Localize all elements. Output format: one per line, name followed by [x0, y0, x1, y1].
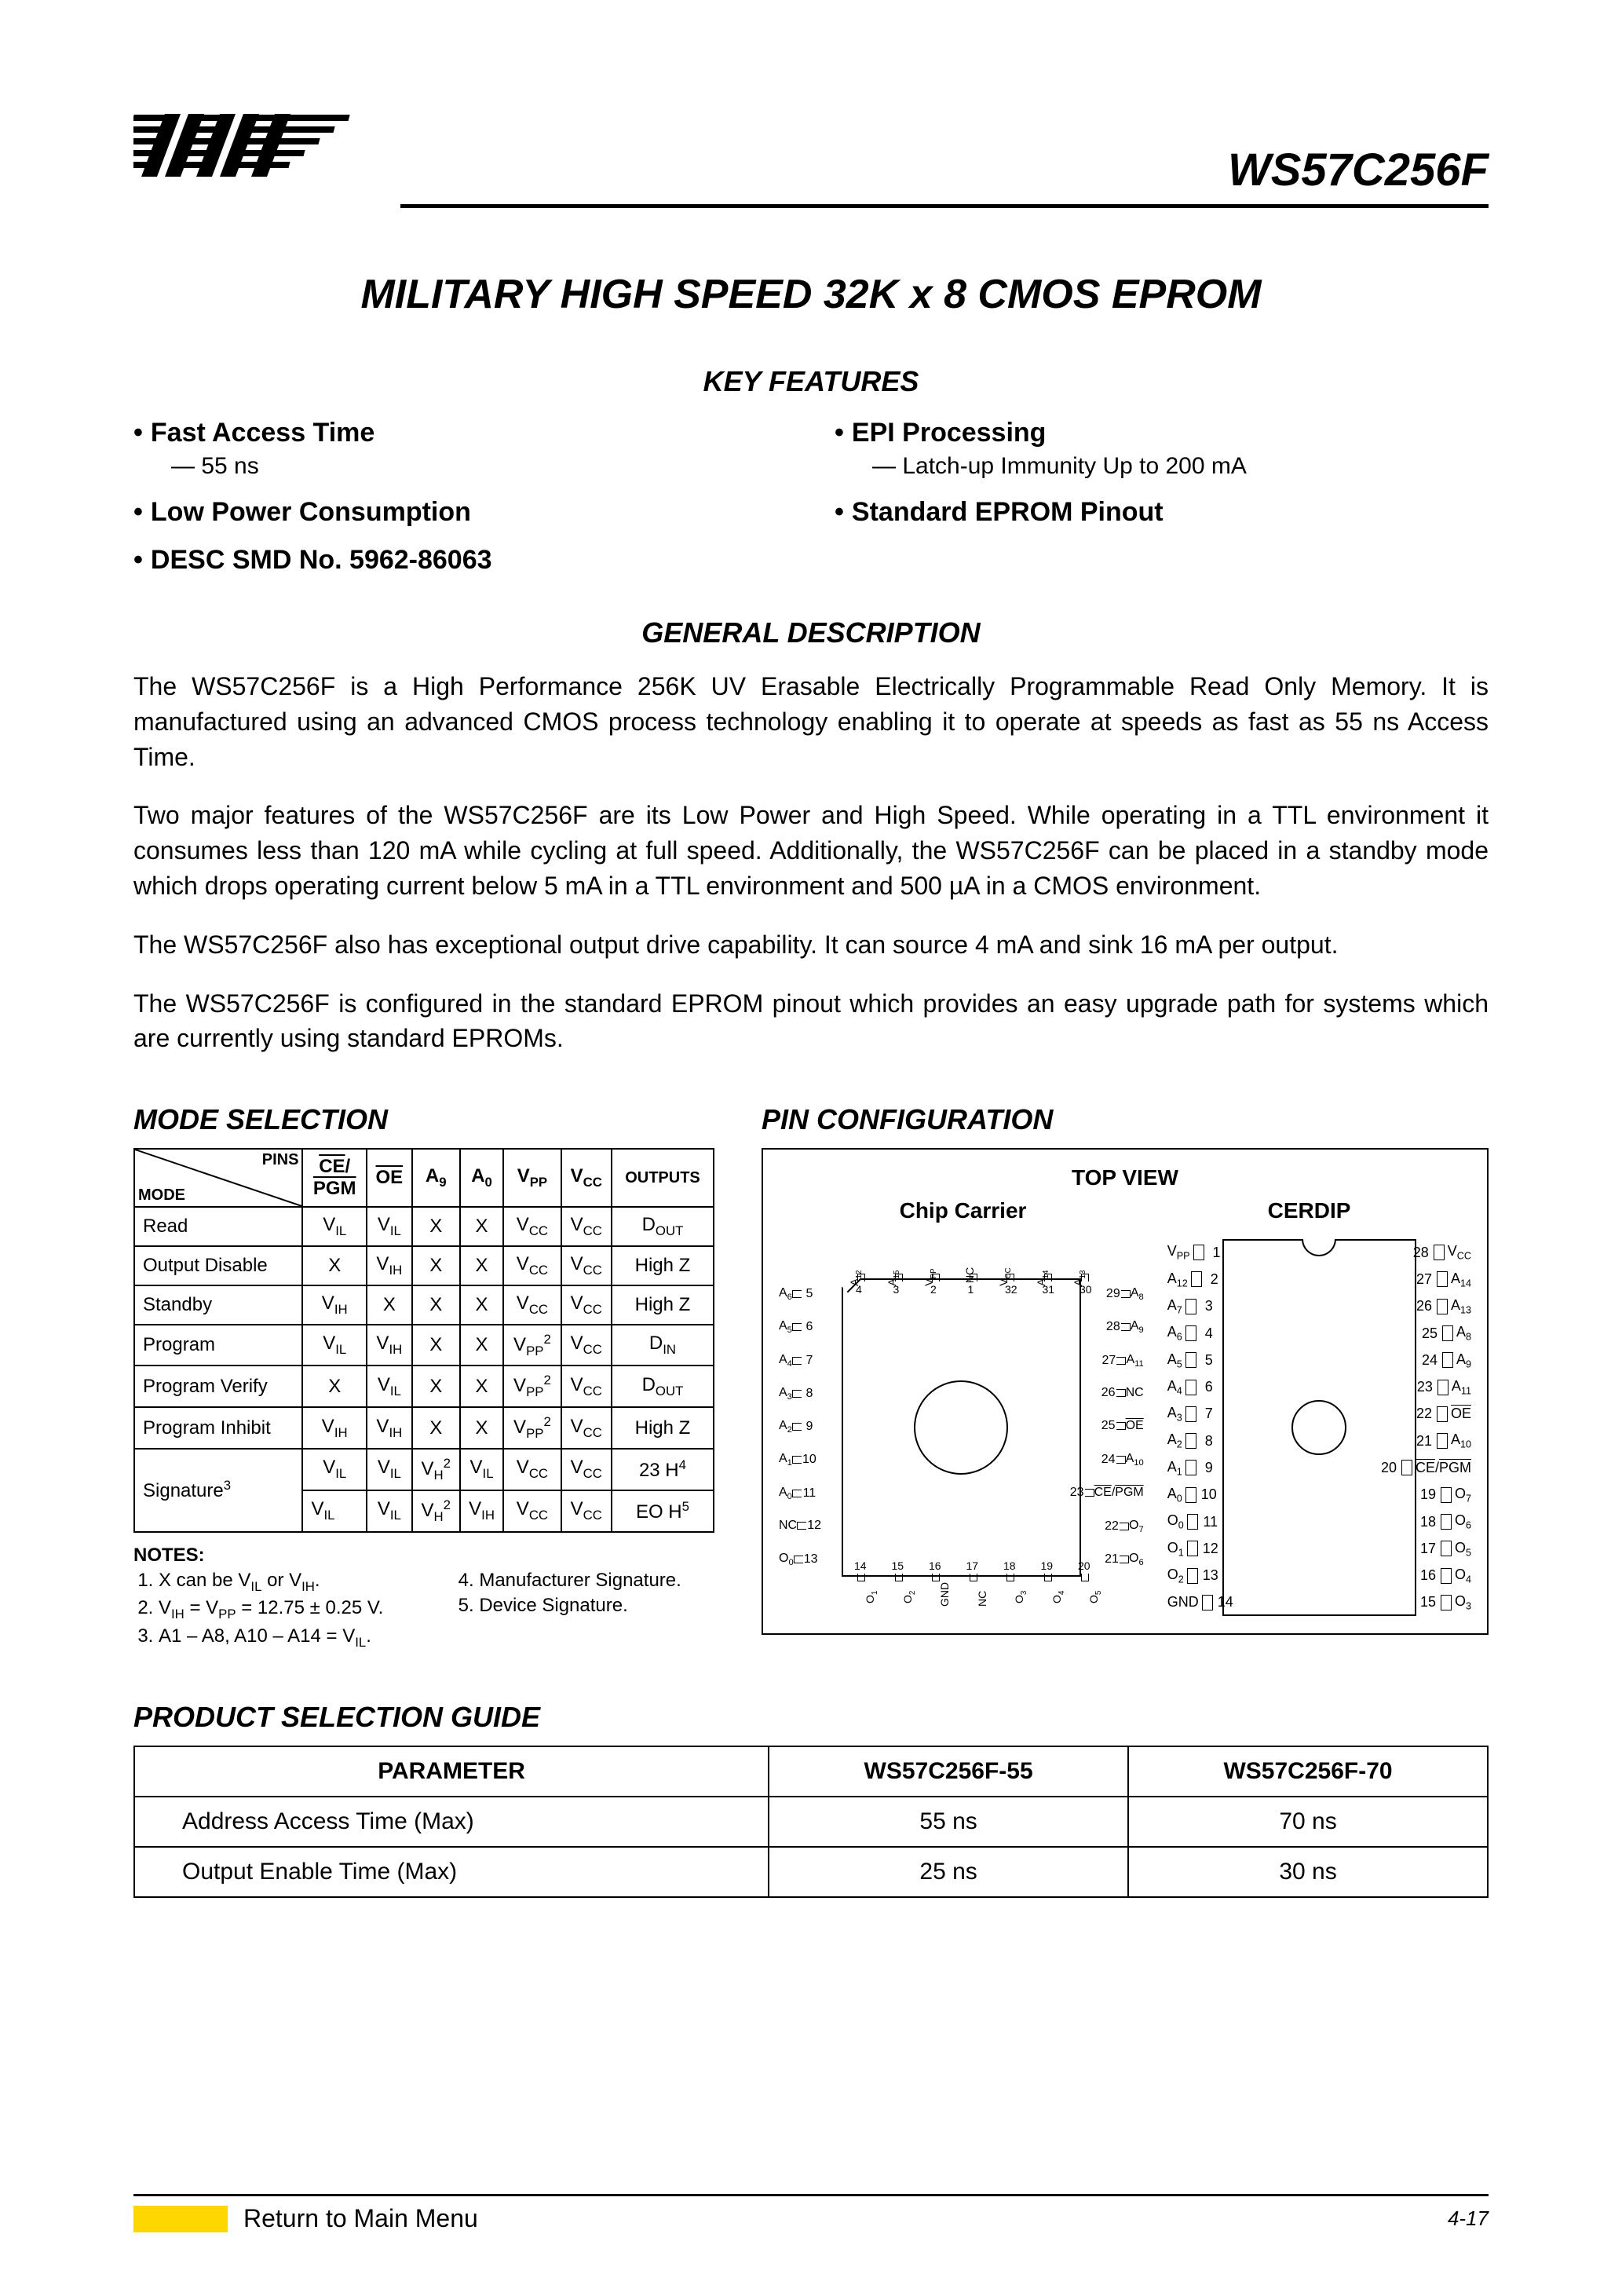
- pin-diagram-box: TOP VIEW Chip Carrier CERDIP A65A56A47A3…: [762, 1148, 1489, 1635]
- feature-item: •Standard EPROM Pinout: [835, 497, 1489, 528]
- page-title: MILITARY HIGH SPEED 32K x 8 CMOS EPROM: [133, 271, 1489, 318]
- wsi-logo: [133, 102, 369, 196]
- features-block: •Fast Access Time— 55 ns •Low Power Consu…: [133, 418, 1489, 593]
- table-row: StandbyVIHXXXVCCVCCHigh Z: [134, 1285, 714, 1325]
- table-row: Output Enable Time (Max)25 ns30 ns: [134, 1847, 1488, 1897]
- table-row: Output DisableXVIHXXVCCVCCHigh Z: [134, 1246, 714, 1285]
- key-features-heading: KEY FEATURES: [133, 365, 1489, 398]
- chip-carrier-diagram: A65A56A47A38A29A110A011NC12O013A829A928A…: [779, 1239, 1144, 1616]
- pin-configuration-heading: PIN CONFIGURATION: [762, 1103, 1489, 1136]
- description-paragraph: The WS57C256F also has exceptional outpu…: [133, 927, 1489, 963]
- chip-carrier-label: Chip Carrier: [900, 1198, 1027, 1223]
- description-paragraph: Two major features of the WS57C256F are …: [133, 798, 1489, 903]
- feature-item: •Low Power Consumption: [133, 497, 787, 528]
- cerdip-diagram: VPP1A122A73A64A55A46A37A28A19A010O011O11…: [1167, 1239, 1471, 1616]
- mode-selection-heading: MODE SELECTION: [133, 1103, 714, 1136]
- header-rule: [400, 204, 1489, 208]
- part-number: WS57C256F: [1228, 144, 1489, 196]
- table-row: Signature3VILVILVH2VILVCCVCC23 H4: [134, 1449, 714, 1490]
- product-selection-table: PARAMETERWS57C256F-55WS57C256F-70 Addres…: [133, 1746, 1489, 1898]
- table-row: Address Access Time (Max)55 ns70 ns: [134, 1797, 1488, 1847]
- page-number: 4-17: [1448, 2206, 1489, 2231]
- description-paragraph: The WS57C256F is configured in the stand…: [133, 986, 1489, 1057]
- cerdip-label: CERDIP: [1268, 1198, 1351, 1223]
- mode-notes: NOTES: X can be VIL or VIH.VIH = VPP = 1…: [133, 1545, 714, 1654]
- feature-item: •EPI Processing— Latch-up Immunity Up to…: [835, 418, 1489, 480]
- feature-item: •DESC SMD No. 5962-86063: [133, 545, 787, 576]
- description-paragraph: The WS57C256F is a High Performance 256K…: [133, 669, 1489, 774]
- table-row: Program VerifyXVILXXVPP2VCCDOUT: [134, 1366, 714, 1407]
- footer-highlight: [133, 2206, 228, 2232]
- return-main-menu-link[interactable]: Return to Main Menu: [243, 2204, 1448, 2233]
- product-selection-guide-heading: PRODUCT SELECTION GUIDE: [133, 1701, 1489, 1734]
- table-row: Program InhibitVIHVIHXXVPP2VCCHigh Z: [134, 1407, 714, 1449]
- feature-item: •Fast Access Time— 55 ns: [133, 418, 787, 480]
- general-description-heading: GENERAL DESCRIPTION: [133, 616, 1489, 649]
- table-row: ProgramVILVIHXXVPP2VCCDIN: [134, 1325, 714, 1366]
- table-row: ReadVILVILXXVCCVCCDOUT: [134, 1207, 714, 1246]
- mode-selection-table: PINSMODECE/PGMOEA9A0VPPVCCOUTPUTS ReadVI…: [133, 1148, 714, 1532]
